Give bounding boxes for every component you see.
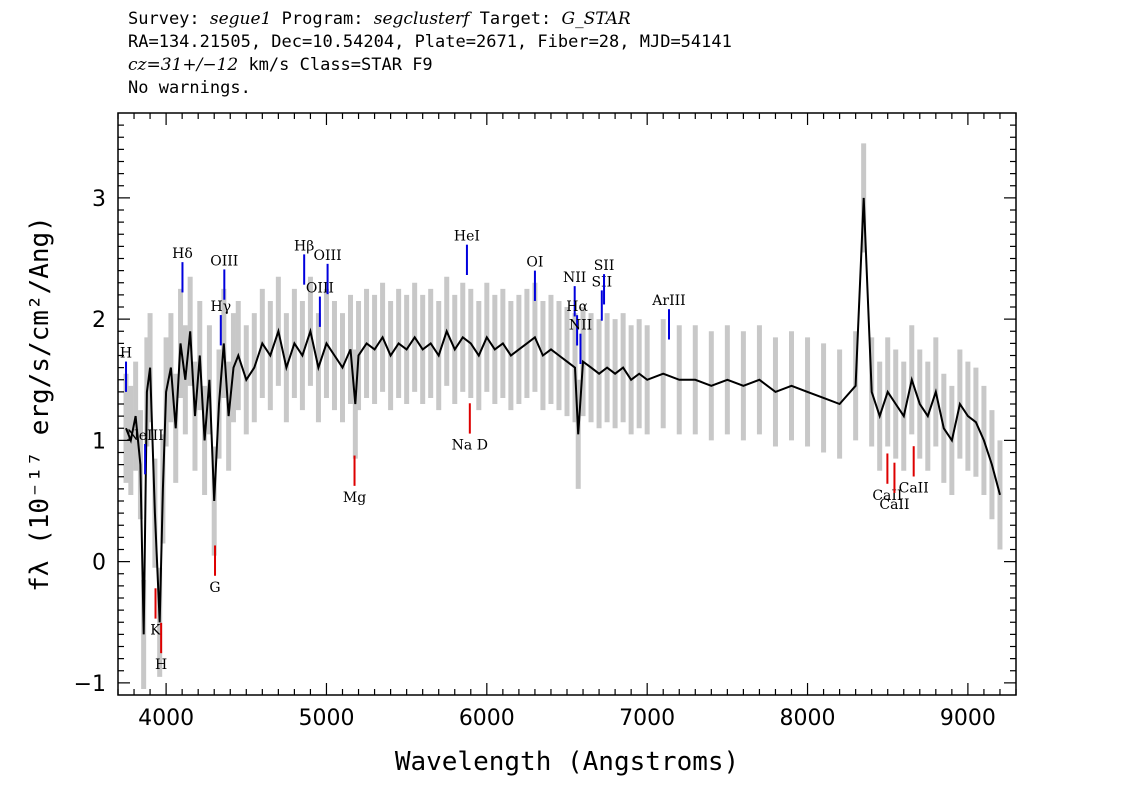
x-axis-label: Wavelength (Angstroms) (395, 747, 739, 777)
survey-value: segue1 (209, 9, 272, 29)
y-tick-label: 0 (92, 551, 106, 576)
emission-label: HeI (454, 229, 480, 245)
emission-label: OIII (314, 248, 342, 264)
emission-label: Hδ (172, 246, 193, 262)
absorption-label: CaII (879, 497, 909, 513)
header-line-coords: RA=134.21505, Dec=10.54204, Plate=2671, … (128, 32, 732, 52)
y-tick-label: 1 (92, 429, 106, 454)
emission-label: NII (569, 318, 592, 334)
target-label: Target: (469, 9, 562, 29)
y-tick-label: 3 (92, 187, 106, 212)
x-tick-label: 8000 (780, 706, 836, 731)
header-line-warnings: No warnings. (128, 78, 251, 98)
absorption-label: Na D (452, 438, 488, 454)
x-tick-label: 4000 (138, 706, 194, 731)
target-value: G_STAR (561, 9, 631, 29)
error-band (123, 143, 1003, 689)
absorption-label: H (155, 657, 167, 673)
flux-line (125, 197, 1001, 635)
emission-label: NeIII (127, 428, 164, 444)
emission-label: OIII (306, 281, 334, 297)
plot-area: HNeIIIHδHγOIIIHβOIIIOIIIHeIOINIIHαNIISII… (120, 143, 1003, 689)
redshift-value: cz=31+/−12 (128, 55, 239, 75)
absorption-label: G (209, 580, 220, 596)
program-value: segclusterf (373, 9, 470, 29)
y-tick-label: 2 (92, 308, 106, 333)
header-line-survey: Survey: segue1 Program: segclusterf Targ… (128, 8, 732, 31)
absorption-label: K (150, 623, 161, 639)
absorption-label: CaII (899, 481, 929, 497)
x-tick-label: 6000 (459, 706, 515, 731)
class-value: km/s Class=STAR F9 (238, 55, 433, 75)
x-tick-label: 7000 (619, 706, 675, 731)
x-tick-label: 9000 (940, 706, 996, 731)
emission-label: Hα (566, 299, 588, 315)
axes: 4000 5000 6000 7000 8000 9000 −1 0 1 2 3 (74, 113, 1017, 731)
emission-label: H (120, 346, 132, 362)
emission-label: Hβ (294, 238, 314, 254)
y-axis-label: fλ (10⁻¹⁷ erg/s/cm²/Ang) (25, 216, 55, 592)
emission-label: NII (563, 270, 586, 286)
header-line-redshift: cz=31+/−12 km/s Class=STAR F9 (128, 54, 732, 77)
emission-label: SII (591, 274, 612, 290)
emission-label: SII (594, 258, 615, 274)
x-tick-label: 5000 (298, 706, 354, 731)
survey-label: Survey: (128, 9, 210, 29)
emission-label: Hγ (210, 299, 231, 315)
spectrum-header: Survey: segue1 Program: segclusterf Targ… (128, 8, 732, 100)
program-label: Program: (271, 9, 374, 29)
emission-label: ArIII (651, 293, 685, 309)
emission-lines: HNeIIIHδHγOIIIHβOIIIOIIIHeIOINIIHαNIISII… (120, 229, 686, 475)
y-tick-label: −1 (74, 672, 106, 697)
absorption-label: Mg (343, 490, 366, 506)
emission-label: OI (526, 255, 543, 271)
emission-label: OIII (210, 253, 238, 269)
